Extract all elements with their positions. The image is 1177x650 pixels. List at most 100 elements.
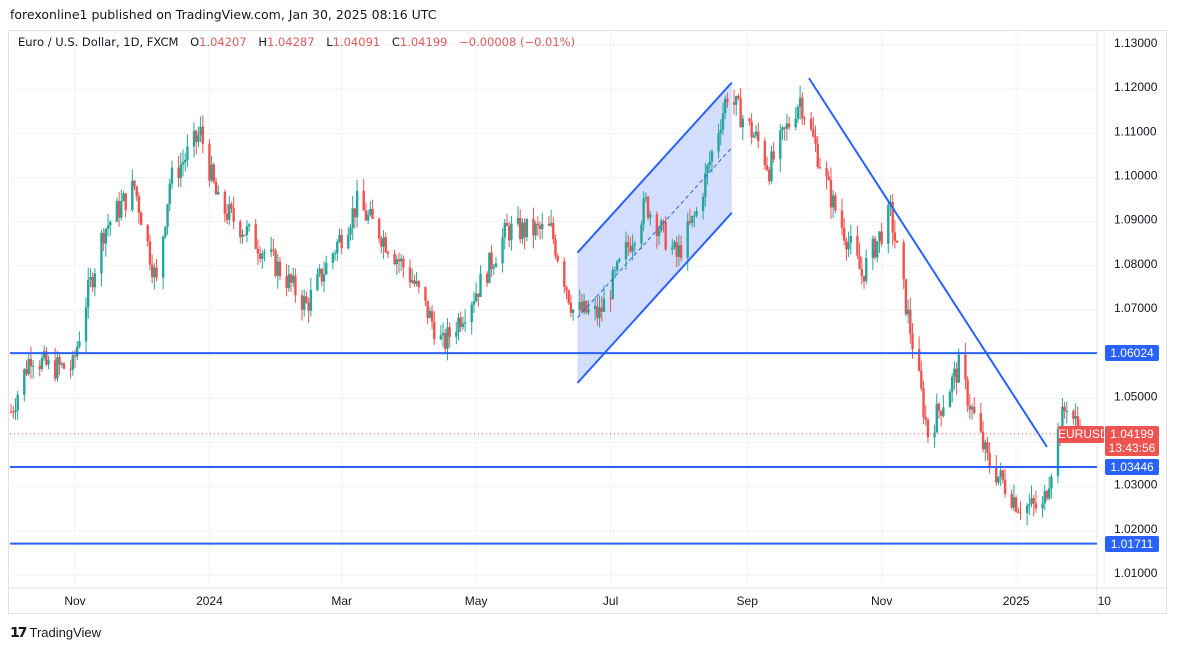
candle-body <box>362 190 365 211</box>
candle-body <box>1076 416 1080 430</box>
candle-body <box>981 431 985 450</box>
candle-body <box>69 368 72 370</box>
candle-body <box>417 281 421 288</box>
candle-body <box>186 146 189 160</box>
candle-body <box>461 323 465 328</box>
candle-body <box>779 130 782 160</box>
candle-body <box>340 235 343 249</box>
candle-body <box>688 221 692 223</box>
candle-body <box>245 226 249 236</box>
candle-body <box>150 264 154 278</box>
y-tick-label: 1.09000 <box>1114 213 1158 227</box>
candle-body <box>195 130 198 142</box>
candle-body <box>472 301 476 305</box>
symbol-price-tag: EURUSD <box>1058 426 1109 443</box>
candle-body <box>748 118 751 122</box>
candle-body <box>338 235 341 242</box>
candle-body <box>1043 491 1046 504</box>
candle-body <box>695 211 698 216</box>
candle-body <box>459 317 462 328</box>
candle-body <box>534 223 537 236</box>
low-label: L <box>326 35 333 49</box>
candle-body <box>254 224 257 249</box>
candle-body <box>1001 470 1005 480</box>
candle-body <box>336 241 339 254</box>
candle-body <box>556 255 559 262</box>
candle-body <box>541 223 544 229</box>
candle-body <box>104 228 108 244</box>
candle-body <box>166 204 169 227</box>
candle-body <box>598 307 601 318</box>
tradingview-logo[interactable]: 𝟭𝟳 TradingView <box>10 624 101 641</box>
candle-body <box>939 410 943 416</box>
candle-body <box>957 354 961 383</box>
candle-body <box>58 357 61 365</box>
candle-body <box>494 263 498 268</box>
candle-body <box>470 304 473 323</box>
candle-body <box>809 118 813 130</box>
candle-body <box>380 238 383 247</box>
candle-body <box>629 246 632 252</box>
candle-body <box>1025 505 1029 514</box>
candle-body <box>721 113 725 130</box>
candle-body <box>642 198 645 225</box>
candle-body <box>547 223 551 226</box>
published-caption: forexonline1 published on TradingView.co… <box>10 7 437 22</box>
close-value: 1.04199 <box>399 35 448 49</box>
candle-body <box>184 159 187 163</box>
candle-body <box>596 306 599 318</box>
candle-body <box>532 218 535 236</box>
candle-body <box>1047 488 1051 499</box>
candle-body <box>701 196 705 212</box>
candle-body <box>569 302 573 313</box>
candle-body <box>27 358 30 374</box>
candle-body <box>732 102 736 105</box>
channel-midline <box>577 147 733 319</box>
candle-body <box>549 222 553 226</box>
candle-body <box>120 201 123 218</box>
x-tick-label: 2025 <box>1003 594 1030 608</box>
candle-body <box>428 311 432 318</box>
candle-body <box>9 411 13 413</box>
candle-body <box>217 191 220 195</box>
candle-body <box>474 293 478 302</box>
candle-body <box>424 287 427 301</box>
candle-body <box>840 210 844 228</box>
candle-body <box>611 270 614 299</box>
candle-body <box>100 233 103 274</box>
candle-body <box>53 360 57 379</box>
x-tick-label: May <box>465 594 488 608</box>
candle-body <box>501 237 504 264</box>
x-tick-label: Jul <box>603 594 618 608</box>
last-price: 1.04199 <box>1110 427 1154 441</box>
candle-body <box>741 118 745 128</box>
candle-body <box>955 368 958 383</box>
candle-body <box>525 218 529 238</box>
candle-body <box>505 223 509 227</box>
candle-body <box>646 197 650 218</box>
x-tick-label: Nov <box>64 594 85 608</box>
candle-body <box>662 220 665 222</box>
candle-body <box>704 173 707 197</box>
candle-body <box>102 233 105 244</box>
candle-body <box>351 208 354 229</box>
candle-body <box>78 341 81 347</box>
candle-body <box>816 144 819 168</box>
candle-body <box>73 355 77 357</box>
x-tick-label: 2024 <box>196 594 223 608</box>
candle-body <box>446 327 449 349</box>
candle-body <box>399 258 403 262</box>
candle-body <box>649 214 652 218</box>
symbol-title[interactable]: Euro / U.S. Dollar, 1D, FXCM <box>18 35 179 49</box>
candle-body <box>16 394 19 411</box>
candle-body <box>71 355 74 370</box>
candle-body <box>377 218 381 239</box>
candle-body <box>133 180 136 187</box>
candle-body <box>353 208 357 218</box>
candle-body <box>675 242 678 257</box>
ohlc-legend: Euro / U.S. Dollar, 1D, FXCM O1.04207 H1… <box>18 35 575 49</box>
candle-body <box>272 249 275 251</box>
candle-body <box>737 96 740 99</box>
candle-body <box>657 230 661 237</box>
